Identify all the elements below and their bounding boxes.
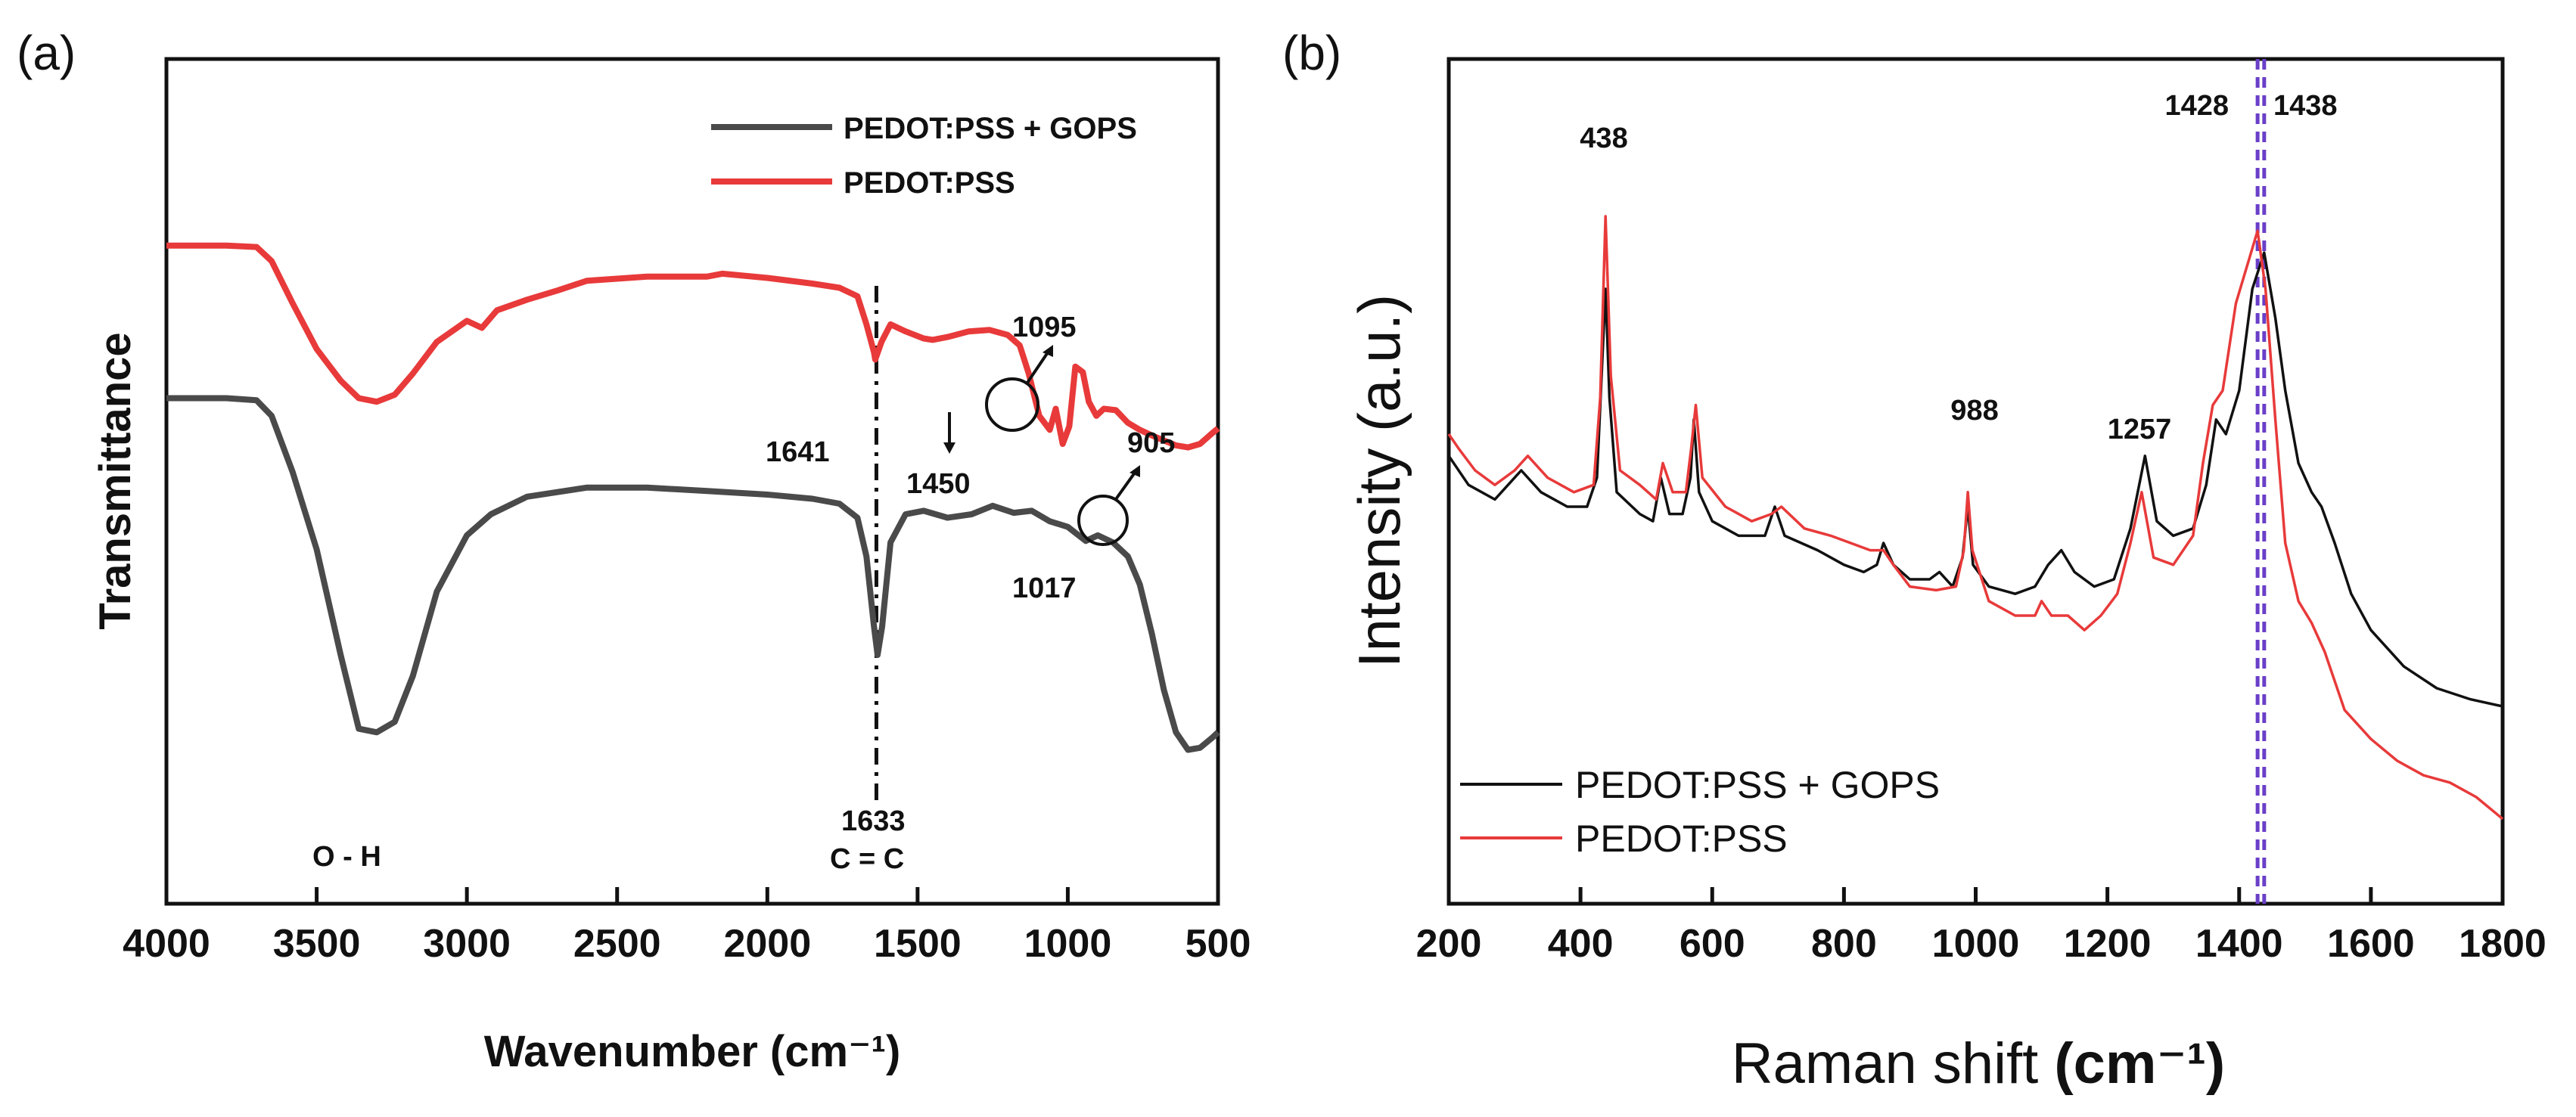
annotation-1641: 1641 bbox=[766, 436, 830, 468]
panel-b-x-axis-label-text: Raman shift bbox=[1732, 1032, 2039, 1096]
panel-a-x-tick-label-3000: 3000 bbox=[423, 922, 511, 966]
panel-a-x-tick-label-500: 500 bbox=[1185, 922, 1251, 966]
panel-a-x-tick-label-2500: 2500 bbox=[573, 922, 661, 966]
annotation-c-eq-c: C = C bbox=[830, 843, 904, 875]
panel-b-x-tick-label-600: 600 bbox=[1680, 922, 1745, 966]
annotation-1450: 1450 bbox=[906, 468, 971, 500]
arrow-head-1450 bbox=[943, 442, 956, 454]
panel-b-y-axis-label: Intensity (a.u.) bbox=[1346, 294, 1412, 668]
annotation-1257: 1257 bbox=[2108, 414, 2172, 445]
panel-a-x-tick-label-3500: 3500 bbox=[273, 922, 361, 966]
panel-b-label: (b) bbox=[1282, 26, 1341, 80]
arrow-905 bbox=[1114, 471, 1136, 501]
panel-a-x-tick-label-1000: 1000 bbox=[1024, 922, 1112, 966]
panel-b-x-tick-label-1000: 1000 bbox=[1932, 922, 2020, 966]
annotation-438: 438 bbox=[1580, 123, 1627, 154]
panel-a: (a) 4000 3500 3000 2500 2000 1500 1000 500 PEDO… bbox=[17, 26, 1251, 1076]
panel-a-x-axis-label-text: Wavenumber bbox=[484, 1027, 758, 1076]
panel-b-x-tick-label-200: 200 bbox=[1416, 922, 1482, 966]
panel-a-series-pss-line bbox=[166, 242, 1220, 451]
panel-b-x-tick-label-1400: 1400 bbox=[2195, 922, 2283, 966]
annotation-1633: 1633 bbox=[841, 805, 906, 837]
annotation-o-h: O - H bbox=[312, 841, 381, 873]
panel-b-legend: PEDOT:PSS + GOPS PEDOT:PSS bbox=[1460, 764, 1940, 860]
annotation-1095: 1095 bbox=[1012, 312, 1077, 343]
panel-a-x-axis-unit: (cm⁻¹) bbox=[770, 1027, 900, 1076]
panel-a-x-tick-label-1500: 1500 bbox=[874, 922, 962, 966]
panel-b-annotations: 438 988 1257 1428 1438 bbox=[1580, 90, 2337, 445]
legend-label-pss: PEDOT:PSS bbox=[844, 166, 1015, 200]
panel-b-x-ticks bbox=[1446, 887, 2505, 904]
panel-b-series-gops-line bbox=[1447, 251, 2503, 708]
panel-a-annotations: 1641 1450 1095 905 1017 1633 C = C O - H bbox=[312, 312, 1175, 875]
panel-b-x-tick-label-1600: 1600 bbox=[2327, 922, 2415, 966]
panel-a-frame bbox=[164, 57, 1220, 906]
legend-label-gops-b: PEDOT:PSS + GOPS bbox=[1575, 764, 1940, 806]
panel-a-y-axis-label: Transmittance bbox=[91, 332, 140, 629]
panel-a-x-tick-label-4000: 4000 bbox=[123, 922, 210, 966]
panel-a-label: (a) bbox=[17, 26, 76, 80]
panel-b: (b) 200 400 600 800 1000 1200 1400 1600 1800 438… bbox=[1282, 26, 2546, 1096]
panel-b-x-tick-label-1200: 1200 bbox=[2064, 922, 2152, 966]
annotation-905: 905 bbox=[1127, 427, 1175, 459]
circle-1095 bbox=[985, 377, 1039, 432]
annotation-1428: 1428 bbox=[2164, 90, 2229, 122]
panel-a-x-ticks bbox=[164, 887, 1220, 904]
panel-b-x-tick-labels: 200 400 600 800 1000 1200 1400 1600 1800 bbox=[1416, 922, 2546, 966]
panel-a-x-tick-labels: 4000 3500 3000 2500 2000 1500 1000 500 bbox=[123, 922, 1251, 966]
arrow-1095 bbox=[1026, 351, 1049, 384]
panel-a-x-tick-label-2000: 2000 bbox=[723, 922, 811, 966]
panel-b-x-axis-label: Raman shift (cm⁻¹) bbox=[1732, 1032, 2226, 1096]
panel-b-x-tick-label-1800: 1800 bbox=[2459, 922, 2546, 966]
panel-a-legend: PEDOT:PSS + GOPS PEDOT:PSS bbox=[711, 112, 1137, 200]
legend-label-gops: PEDOT:PSS + GOPS bbox=[844, 112, 1137, 145]
arrow-head-905 bbox=[1130, 465, 1140, 477]
panel-b-x-tick-label-400: 400 bbox=[1548, 922, 1614, 966]
circle-905 bbox=[1077, 495, 1129, 546]
panel-a-series-gops-line bbox=[166, 395, 1220, 753]
annotation-1438: 1438 bbox=[2273, 90, 2338, 122]
annotation-1017: 1017 bbox=[1012, 572, 1077, 604]
panel-b-x-axis-unit: (cm⁻¹) bbox=[2054, 1032, 2225, 1096]
legend-label-pss-b: PEDOT:PSS bbox=[1575, 818, 1788, 860]
panel-b-series-pss-line bbox=[1447, 215, 2504, 821]
annotation-988: 988 bbox=[1950, 395, 1998, 427]
panel-a-x-axis-label: Wavenumber (cm⁻¹) bbox=[484, 1027, 901, 1076]
arrow-head-1095 bbox=[1043, 345, 1053, 357]
panel-b-x-tick-label-800: 800 bbox=[1811, 922, 1877, 966]
